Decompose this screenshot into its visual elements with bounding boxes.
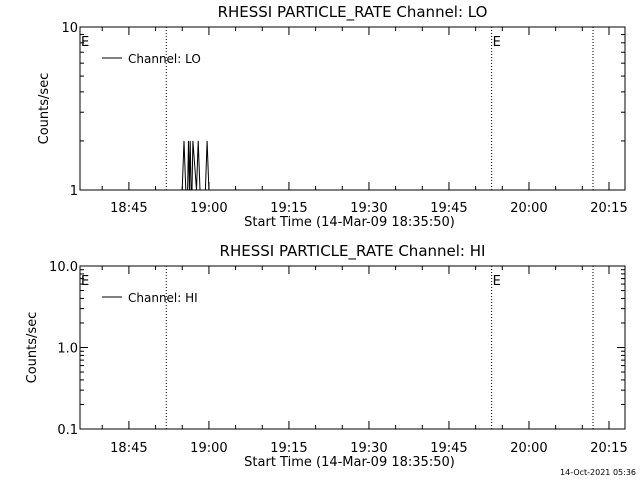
footer-timestamp: 14-Oct-2021 05:36 [560, 468, 636, 477]
plot-frame [79, 26, 626, 191]
chart-title: RHESSI PARTICLE_RATE Channel: LO [218, 3, 488, 22]
x-tick-label: 20:00 [510, 201, 547, 216]
x-tick-label: 20:15 [590, 201, 627, 216]
x-tick-label: 19:00 [190, 201, 227, 216]
x-axis-label: Start Time (14-Mar-09 18:35:50) [244, 215, 455, 230]
legend-entry: Channel: HI [128, 291, 198, 305]
y-tick-label: 10 [61, 21, 78, 36]
event-marker-label: E [81, 274, 89, 289]
chart-panel-1: RHESSI PARTICLE_RATE Channel: HI Start Ti… [25, 242, 628, 470]
x-tick-label: 18:45 [110, 201, 147, 216]
y-axis-label: Counts/sec [37, 73, 52, 145]
x-tick-label: 19:30 [350, 441, 387, 456]
x-tick-label: 18:45 [110, 441, 147, 456]
y-tick-label: 1 [70, 184, 78, 199]
x-tick-label: 20:15 [590, 441, 627, 456]
event-marker-label: E [493, 274, 501, 289]
y-tick-label: 1.0 [57, 342, 78, 357]
x-axis-label: Start Time (14-Mar-09 18:35:50) [244, 455, 455, 470]
y-tick-label: 0.1 [57, 423, 78, 438]
y-axis-label: Counts/sec [25, 312, 40, 384]
series-line [181, 140, 210, 191]
x-tick-label: 19:30 [350, 201, 387, 216]
x-tick-label: 19:15 [270, 201, 307, 216]
x-tick-label: 19:00 [190, 441, 227, 456]
x-tick-label: 19:45 [430, 441, 467, 456]
x-tick-label: 20:00 [510, 441, 547, 456]
chart-panel-0: RHESSI PARTICLE_RATE Channel: LO Start Ti… [37, 3, 628, 230]
x-tick-label: 19:45 [430, 201, 467, 216]
event-marker-label: E [493, 35, 501, 50]
event-marker-label: E [81, 35, 89, 50]
x-tick-label: 19:15 [270, 441, 307, 456]
chart-title: RHESSI PARTICLE_RATE Channel: HI [220, 242, 486, 261]
y-tick-label: 10.0 [49, 260, 78, 275]
legend-entry: Channel: LO [128, 52, 201, 66]
